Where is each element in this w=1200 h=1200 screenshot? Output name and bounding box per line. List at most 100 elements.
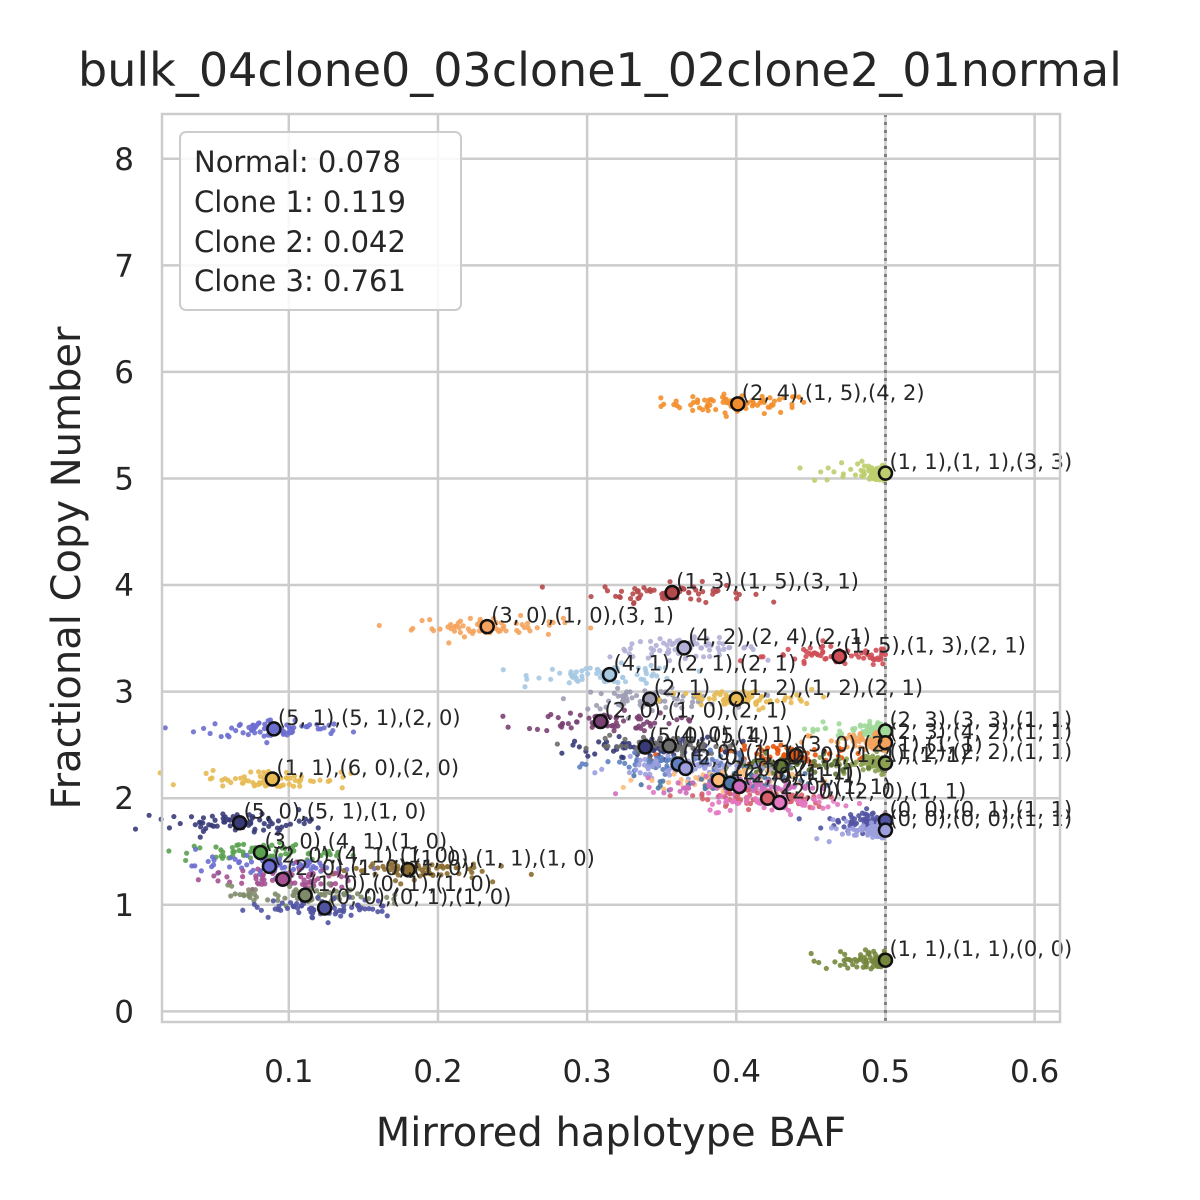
segment-point [602,735,608,742]
segment-point [354,891,361,897]
cluster-center [877,465,894,481]
segment-point [690,394,696,400]
segment-point [678,777,684,783]
segment-point [649,777,655,783]
segment-point [683,790,689,796]
segment-point [534,625,540,631]
segment-point [699,736,705,742]
segment-point [618,743,624,749]
cluster-label: (2, 0),(1, 1),(1, 1) [785,743,968,767]
segment-point [444,870,450,877]
segment-point [546,622,552,628]
segment-point [260,827,267,833]
cluster-label: (2, 0),(2, 1) [722,757,842,781]
segment-point [703,773,709,779]
segment-point [379,908,385,914]
segment-point [344,888,351,894]
segment-point [325,778,331,784]
segment-point [614,744,620,750]
segment-point [768,784,775,790]
segment-point [817,754,823,761]
segment-point [273,848,279,854]
segment-point [616,759,623,765]
segment-point [714,758,720,764]
segment-point [744,799,750,805]
segment-point [491,615,497,621]
segment-point [834,739,840,745]
segment-point [727,743,733,749]
segment-point [664,675,670,681]
segment-point [500,625,506,632]
segment-point [220,783,226,789]
segment-point [861,471,867,477]
segment-point [326,881,332,887]
cluster-center [676,640,692,656]
segment-point [798,777,804,784]
segment-point [727,644,733,651]
segment-point [771,599,777,605]
segment-point [837,962,843,968]
y-tick-label: 7 [114,248,134,284]
segment-point [716,634,723,641]
segment-point [613,593,619,599]
segment-point [518,612,524,619]
segment-point [232,891,238,897]
segment-point [380,903,386,909]
segment-point [456,625,462,631]
segment-point [864,757,870,764]
segment-point [375,898,381,904]
segment-point [666,772,673,778]
segment-point [292,880,298,886]
segment-point [229,844,235,851]
segment-point [853,651,859,657]
segment-point [821,762,828,768]
y-tick-label: 6 [114,355,134,391]
segment-point [842,951,848,957]
segment-point [741,746,748,752]
segment-point [643,671,650,677]
segment-point [207,730,213,737]
segment-point [788,812,794,818]
segment-point [245,731,251,738]
segment-point [801,660,807,667]
segment-point [667,793,673,799]
segment-point [847,811,854,818]
segment-point [519,622,525,628]
segment-point [632,749,638,756]
segment-point [683,742,689,748]
segment-point [845,648,851,654]
segment-point [299,723,305,729]
segment-point [845,830,852,837]
cluster-label: (2, 0),(4, 1),(1, 0) [273,843,456,867]
segment-point [780,774,786,780]
segment-point [419,617,425,624]
segment-point [691,635,697,642]
segment-point [237,891,243,898]
segment-point [753,762,759,769]
segment-point [275,818,282,824]
segment-point [665,650,671,656]
segment-point [376,622,382,629]
segment-point [197,845,203,851]
segment-point [339,884,345,890]
segment-point [844,744,850,750]
segment-point [626,764,632,770]
segment-point [762,774,768,781]
segment-point [348,912,354,918]
segment-point [623,743,629,749]
cluster-label: (2, 0),(1, 1) [772,775,892,799]
segment-point [498,863,504,869]
segment-point [248,869,254,876]
segment-point [648,645,654,651]
segment-point [807,645,813,651]
segment-point [568,725,574,731]
segment-point [274,825,281,831]
segment-point [467,615,473,621]
segment-point [460,623,466,629]
segment-point [305,874,311,880]
x-tick-label: 0.6 [1010,1054,1059,1090]
segment-point [368,864,374,870]
cluster-label: (4, 1),(2, 1),(2, 1) [614,652,797,676]
segment-point [261,733,267,739]
